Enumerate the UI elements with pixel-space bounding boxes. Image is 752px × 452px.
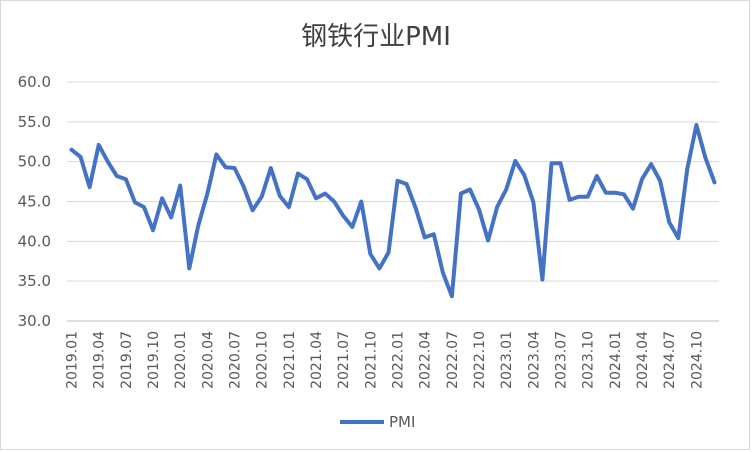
x-tick-label: 2023.01: [499, 331, 515, 389]
x-tick-label: 2021.10: [363, 331, 379, 389]
x-tick-label: 2020.04: [200, 331, 216, 389]
x-tick-label: 2023.04: [526, 331, 542, 389]
x-tick-label: 2024.10: [689, 331, 705, 389]
x-tick-label: 2022.04: [418, 331, 434, 389]
series-layer: [69, 123, 717, 299]
x-tick-label: 2020.01: [173, 331, 189, 389]
x-tick-label: 2024.01: [608, 331, 624, 389]
x-axis-ticks: 2019.01 2019.04 2019.07 2019.10 2020.01 2020.…: [65, 331, 706, 389]
y-tick-label: 60.0: [18, 73, 51, 91]
legend-label-pmi: PMI: [389, 413, 415, 431]
x-tick-label: 2024.07: [662, 331, 678, 389]
legend: PMI: [340, 413, 415, 431]
x-tick-label: 2019.10: [146, 331, 162, 389]
y-tick-label: 45.0: [18, 193, 51, 211]
y-tick-label: 50.0: [18, 153, 51, 171]
x-tick-label: 2021.07: [336, 331, 352, 389]
y-tick-label: 55.0: [18, 113, 51, 131]
x-tick-label: 2024.04: [635, 331, 651, 389]
series-line-pmi: [69, 123, 717, 299]
x-tick-label: 2020.10: [255, 331, 271, 389]
x-tick-label: 2021.04: [309, 331, 325, 389]
y-tick-label: 30.0: [18, 312, 51, 330]
x-tick-label: 2022.07: [445, 331, 461, 389]
x-tick-label: 2019.04: [92, 331, 108, 389]
y-tick-label: 40.0: [18, 232, 51, 250]
chart-title: 钢铁行业PMI: [301, 22, 451, 52]
x-tick-label: 2023.07: [554, 331, 570, 389]
x-tick-label: 2020.07: [228, 331, 244, 389]
x-tick-label: 2019.07: [119, 331, 135, 389]
x-tick-label: 2019.01: [65, 331, 81, 389]
x-tick-label: 2023.10: [581, 331, 597, 389]
x-tick-label: 2022.01: [391, 331, 407, 389]
y-tick-label: 35.0: [18, 272, 51, 290]
x-tick-label: 2022.10: [472, 331, 488, 389]
x-tick-label: 2021.01: [282, 331, 298, 389]
y-axis-ticks: 30.0 35.0 40.0 45.0 50.0 55.0 60.0: [18, 73, 51, 330]
